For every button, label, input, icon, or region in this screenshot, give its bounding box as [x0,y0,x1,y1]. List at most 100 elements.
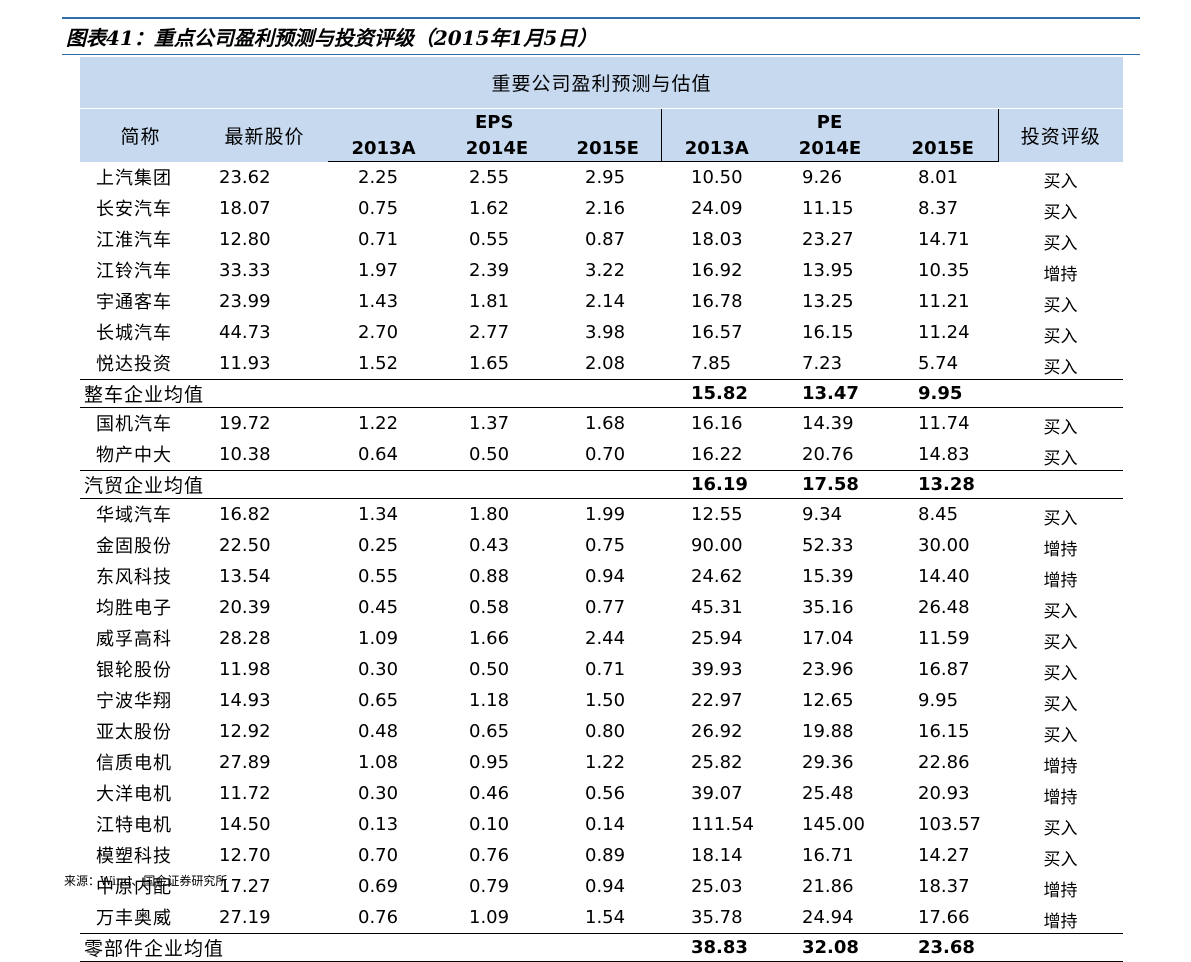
value-cell: 14.50 [219,813,271,835]
table-row: 亚太股份 12.92 0.48 0.65 0.80 26.92 19.88 16.15 买入 [80,716,1123,747]
value-cell: 19.88 [802,720,854,742]
value-cell: 2.44 [585,627,626,649]
rating-cell: 买入 [1043,849,1078,870]
company-name: 亚太股份 [96,722,172,743]
value-cell: 11.24 [918,321,970,343]
company-name: 国机汽车 [96,414,172,435]
value-cell: 3.22 [585,259,626,281]
value-cell: 14.83 [918,443,970,465]
value-cell: 39.07 [691,782,743,804]
group-average-row: 整车企业均值 15.82 13.47 9.95 [80,378,1124,408]
value-cell: 0.88 [469,565,510,587]
value-cell: 0.94 [585,875,626,897]
value-cell: 1.99 [585,503,626,525]
value-cell: 17.27 [219,875,271,897]
header-price: 最新股价 [201,108,328,162]
company-name: 长城汽车 [96,323,172,344]
rating-cell: 增持 [1043,756,1078,777]
value-cell: 12.65 [802,689,854,711]
value-cell: 11.72 [219,782,271,804]
value-cell: 5.74 [918,352,959,374]
value-cell: 16.16 [691,412,743,434]
value-cell: 0.48 [358,720,399,742]
company-name: 宁波华翔 [96,691,172,712]
value-cell: 0.75 [358,197,399,219]
value-cell: 0.69 [358,875,399,897]
table-row: 江特电机 14.50 0.13 0.10 0.14 111.54 145.00 103.57 买… [80,809,1123,840]
value-cell: 1.62 [469,197,510,219]
value-cell: 25.48 [802,782,854,804]
table-row: 物产中大 10.38 0.64 0.50 0.70 16.22 20.76 14.83 买入 [80,439,1123,471]
value-cell: 0.13 [358,813,399,835]
value-cell: 13.54 [219,565,271,587]
value-cell: 2.77 [469,321,510,343]
value-cell: 0.80 [585,720,626,742]
value-cell: 23.27 [802,228,854,250]
table-body: 上汽集团 23.62 2.25 2.55 2.95 10.50 9.26 8.01 买入 长安汽车… [80,162,1124,962]
rating-cell: 买入 [1043,663,1078,684]
table-banner: 重要公司盈利预测与估值 [80,57,1124,109]
company-name: 江铃汽车 [96,261,172,282]
source-note: 来源：Wind、国金证券研究所 [64,874,228,888]
rating-cell: 买入 [1043,171,1078,192]
value-cell: 25.03 [691,875,743,897]
table-row: 长安汽车 18.07 0.75 1.62 2.16 24.09 11.15 8.37 买入 [80,193,1123,224]
value-cell: 0.77 [585,596,626,618]
value-cell: 11.59 [918,627,970,649]
caption-top-rule [62,17,1140,19]
value-cell: 14.71 [918,228,970,250]
company-name: 悦达投资 [96,354,172,375]
rating-cell: 买入 [1043,295,1078,316]
value-cell: 14.39 [802,412,854,434]
table-row: 中原内配 17.27 0.69 0.79 0.94 25.03 21.86 18.37 增持 [80,871,1123,902]
company-name: 东风科技 [96,567,172,588]
value-cell: 16.92 [691,259,743,281]
average-pe-2015: 23.68 [888,932,998,962]
value-cell: 16.78 [691,290,743,312]
value-cell: 0.58 [469,596,510,618]
forecast-table: 重要公司盈利预测与估值 简称 最新股价 EPS PE 投资评级 2013A 20… [80,57,1124,962]
value-cell: 0.43 [469,534,510,556]
rating-cell: 买入 [1043,694,1078,715]
group-average-label: 汽贸企业均值 [80,469,661,499]
company-name: 中原内配 [96,877,172,898]
average-pe-2015: 13.28 [888,469,998,499]
value-cell: 10.50 [691,166,743,188]
value-cell: 23.62 [219,166,271,188]
value-cell: 1.43 [358,290,399,312]
value-cell: 0.79 [469,875,510,897]
value-cell: 0.55 [469,228,510,250]
company-name: 上汽集团 [96,168,172,189]
table-row: 威孚高科 28.28 1.09 1.66 2.44 25.94 17.04 11.59 买入 [80,623,1123,654]
rating-cell: 增持 [1043,911,1078,932]
value-cell: 27.89 [219,751,271,773]
average-empty-cell [998,469,1124,499]
rating-cell: 增持 [1043,264,1078,285]
value-cell: 12.55 [691,503,743,525]
value-cell: 26.92 [691,720,743,742]
company-name: 信质电机 [96,753,172,774]
value-cell: 0.94 [585,565,626,587]
value-cell: 15.39 [802,565,854,587]
value-cell: 103.57 [918,813,981,835]
table-row: 宁波华翔 14.93 0.65 1.18 1.50 22.97 12.65 9.95 买入 [80,685,1123,716]
value-cell: 24.94 [802,906,854,928]
value-cell: 0.14 [585,813,626,835]
value-cell: 11.74 [918,412,970,434]
value-cell: 0.55 [358,565,399,587]
company-name: 金固股份 [96,536,172,557]
header-pe-2014: 2014E [772,136,888,162]
value-cell: 2.55 [469,166,510,188]
figure-caption: 图表41：重点公司盈利预测与投资评级（2015年1月5日） [66,26,598,50]
value-cell: 33.33 [219,259,271,281]
value-cell: 1.09 [469,906,510,928]
average-pe-2014: 13.47 [772,378,888,408]
value-cell: 18.37 [918,875,970,897]
rating-cell: 买入 [1043,417,1078,438]
value-cell: 0.70 [358,844,399,866]
rating-cell: 买入 [1043,233,1078,254]
value-cell: 1.22 [358,412,399,434]
header-pe: PE [660,108,998,136]
value-cell: 23.96 [802,658,854,680]
value-cell: 0.76 [469,844,510,866]
